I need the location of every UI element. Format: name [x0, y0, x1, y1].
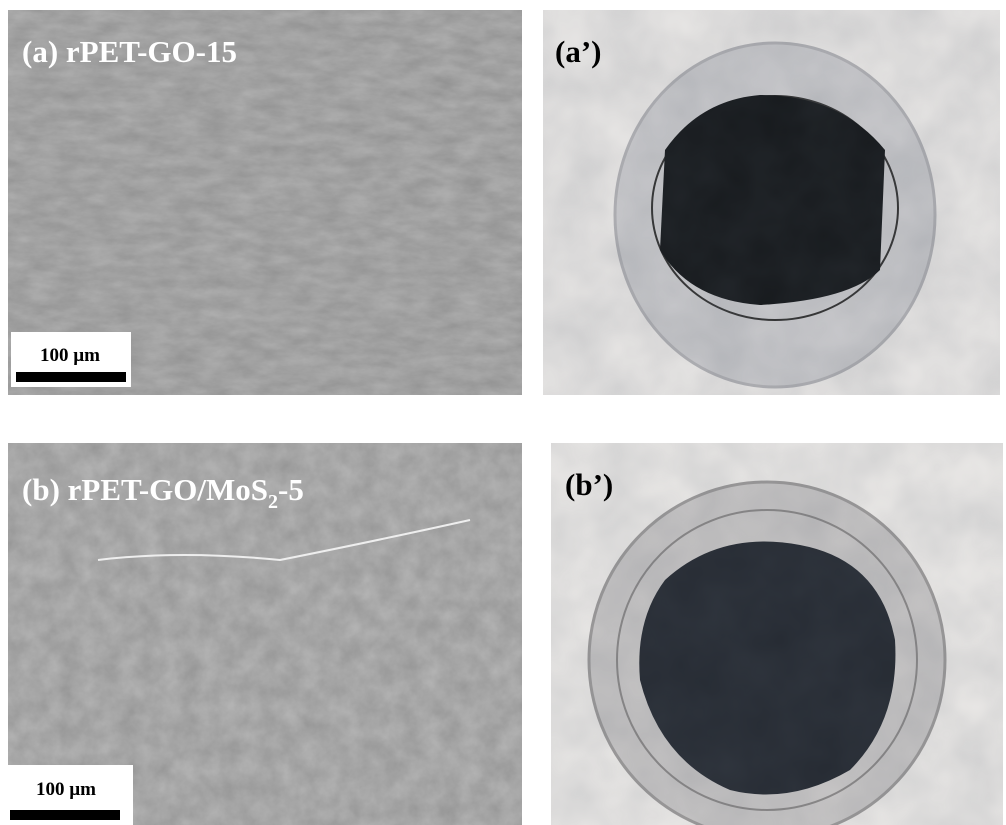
label-subscript: 2: [268, 491, 278, 513]
scale-bar-label: 100 µm: [36, 779, 96, 800]
page: (a) rPET-GO-15 100 µm (a’) (b) rPET-GO/M…: [0, 0, 1006, 825]
scale-bar: [10, 810, 120, 820]
panel-label: (a) rPET-GO-15: [22, 34, 237, 69]
label-text: (b) rPET-GO/MoS: [22, 472, 268, 507]
panel-label: (b’): [565, 467, 613, 502]
panel-b: (b) rPET-GO/MoS2-5 100 µm: [8, 443, 522, 825]
scale-bar-label: 100 µm: [40, 345, 100, 366]
panel-b-prime: (b’): [551, 443, 1003, 825]
figure: (a) rPET-GO-15 100 µm (a’) (b) rPET-GO/M…: [0, 0, 1006, 825]
panel-a: (a) rPET-GO-15 100 µm: [8, 10, 522, 395]
photo-texture: [551, 443, 1003, 825]
scale-bar: [16, 372, 126, 382]
panel-a-prime: (a’): [543, 10, 1000, 395]
panel-label: (a’): [555, 34, 601, 69]
panel-label: (b) rPET-GO/MoS2-5: [22, 472, 304, 513]
photo-texture: [543, 10, 1000, 395]
label-text: -5: [278, 472, 304, 507]
